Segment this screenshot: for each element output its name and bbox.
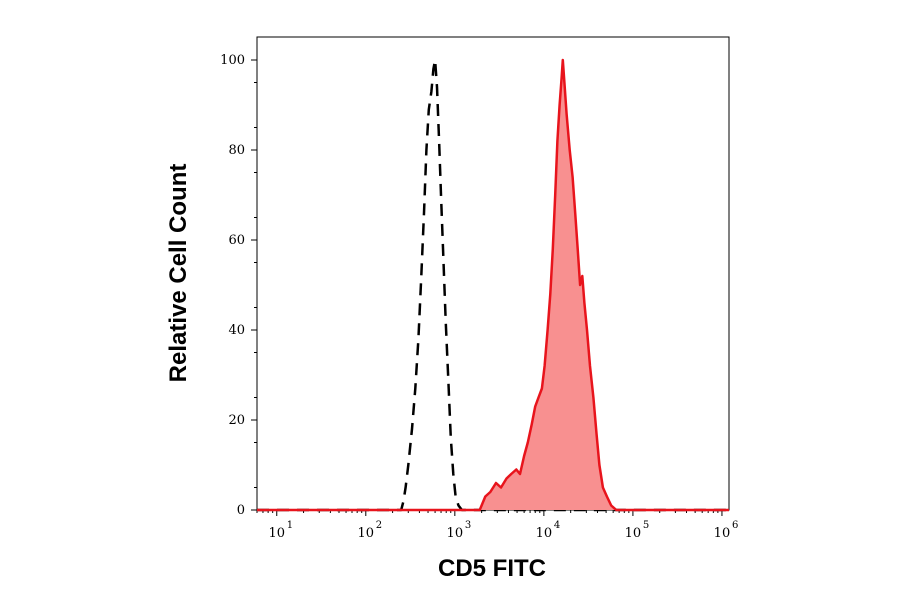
- series-line-1: [257, 58, 729, 512]
- x-tick-label: 10: [268, 526, 285, 541]
- y-tick-label: 0: [237, 503, 245, 518]
- x-tick-label: 10: [447, 526, 464, 541]
- y-tick-label: 100: [220, 53, 245, 68]
- plot-frame: [256, 36, 730, 511]
- y-tick-label: 80: [228, 143, 245, 158]
- x-tick-label: 10: [358, 526, 375, 541]
- x-tick-exponent: 6: [732, 520, 738, 531]
- x-tick-exponent: 5: [643, 520, 649, 531]
- y-tick-label: 60: [228, 233, 245, 248]
- series-line-0: [257, 58, 729, 512]
- y-tick-label: 20: [228, 413, 245, 428]
- x-axis-title: CD5 FITC: [438, 555, 546, 582]
- series-fill-1: [257, 60, 729, 510]
- x-tick-exponent: 3: [465, 520, 471, 531]
- x-tick-exponent: 4: [554, 520, 560, 531]
- x-tick-exponent: 1: [287, 520, 293, 531]
- y-tick-label: 40: [228, 323, 245, 338]
- x-tick-label: 10: [714, 526, 731, 541]
- y-axis-title: Relative Cell Count: [165, 164, 192, 383]
- x-tick-exponent: 2: [376, 520, 382, 531]
- x-tick-label: 10: [536, 526, 553, 541]
- x-tick-label: 10: [625, 526, 642, 541]
